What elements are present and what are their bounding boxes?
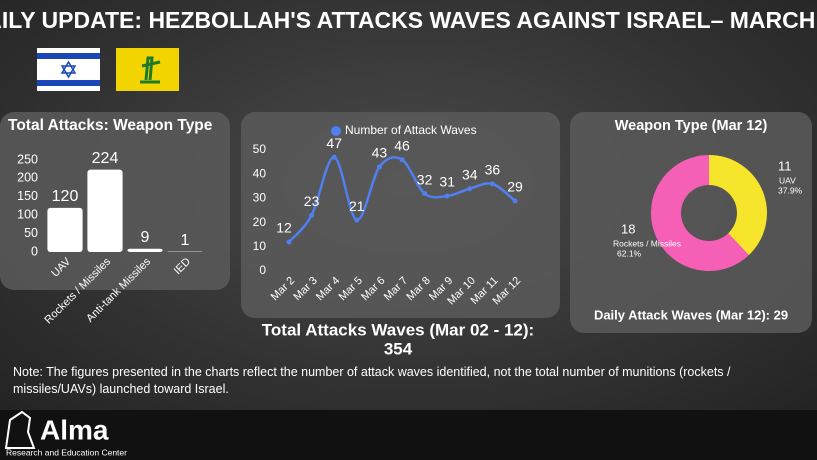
point-value-label: 29 bbox=[507, 179, 523, 195]
point-value-label: 46 bbox=[394, 137, 410, 153]
point-value-label: 34 bbox=[462, 166, 478, 182]
point bbox=[354, 217, 360, 223]
point bbox=[376, 164, 382, 170]
y-tick-label: 30 bbox=[253, 191, 267, 205]
y-tick-label: 250 bbox=[17, 152, 38, 166]
point bbox=[309, 212, 315, 218]
y-tick-label: 150 bbox=[17, 189, 38, 203]
logo-tagline: Research and Education Center bbox=[6, 447, 127, 457]
y-tick-label: 50 bbox=[24, 226, 38, 240]
israel-flag bbox=[37, 48, 100, 91]
bar-value-label: 224 bbox=[92, 150, 119, 167]
page-title: DAILY UPDATE: HEZBOLLAH'S ATTACKS WAVES … bbox=[0, 7, 817, 33]
bar bbox=[87, 169, 123, 252]
legend-marker bbox=[331, 126, 341, 136]
point bbox=[422, 191, 428, 197]
point bbox=[489, 181, 495, 187]
segment-category-label: Rockets / Missiles bbox=[613, 238, 681, 248]
y-tick-label: 10 bbox=[253, 239, 267, 253]
y-tick-label: 0 bbox=[31, 244, 38, 258]
logo-name: Alma bbox=[40, 414, 109, 445]
point-value-label: 31 bbox=[439, 174, 455, 190]
bar-value-label: 1 bbox=[181, 232, 190, 249]
point bbox=[512, 198, 518, 204]
point-value-label: 12 bbox=[276, 220, 292, 236]
donut-segment bbox=[709, 155, 768, 256]
y-tick-label: 50 bbox=[253, 142, 267, 156]
y-tick-label: 0 bbox=[259, 263, 266, 277]
segment-value-label: 11 bbox=[778, 158, 792, 173]
hezbollah-flag bbox=[116, 48, 179, 91]
y-tick-label: 20 bbox=[253, 215, 267, 229]
line-panel bbox=[241, 112, 560, 318]
donut-segment bbox=[651, 155, 749, 271]
donut-panel bbox=[570, 112, 812, 333]
legend-label: Number of Attack Waves bbox=[345, 123, 477, 137]
bar bbox=[47, 207, 83, 252]
point bbox=[286, 239, 292, 245]
segment-percent-label: 37.9% bbox=[778, 185, 803, 195]
y-tick-label: 200 bbox=[17, 171, 38, 185]
point-value-label: 21 bbox=[349, 198, 365, 214]
total-value: 354 bbox=[384, 339, 413, 358]
segment-category-label: UAV bbox=[779, 175, 796, 185]
donut-title: Weapon Type (Mar 12) bbox=[615, 118, 768, 134]
point bbox=[399, 157, 405, 163]
y-tick-label: 100 bbox=[17, 207, 38, 221]
point bbox=[467, 186, 473, 192]
segment-percent-label: 62.1% bbox=[617, 248, 642, 258]
point-value-label: 32 bbox=[417, 171, 433, 187]
donut-footer: Daily Attack Waves (Mar 12): 29 bbox=[594, 307, 788, 322]
bar bbox=[127, 248, 163, 252]
point-value-label: 36 bbox=[485, 162, 501, 178]
total-label: Total Attacks Waves (Mar 02 - 12): bbox=[262, 320, 534, 339]
y-tick-label: 40 bbox=[253, 166, 267, 180]
footer-band bbox=[0, 410, 817, 460]
point bbox=[444, 193, 450, 199]
point-value-label: 47 bbox=[326, 135, 342, 151]
bar-value-label: 9 bbox=[141, 229, 150, 246]
logo: Alma Research and Education Center bbox=[4, 410, 127, 457]
point bbox=[331, 154, 337, 160]
bar-title: Total Attacks: Weapon Type bbox=[8, 117, 213, 134]
point-value-label: 43 bbox=[372, 145, 388, 161]
segment-value-label: 18 bbox=[621, 221, 635, 236]
point-value-label: 23 bbox=[304, 193, 320, 209]
note: Note: The figures presented in the chart… bbox=[13, 365, 731, 396]
bar-value-label: 120 bbox=[52, 188, 79, 205]
